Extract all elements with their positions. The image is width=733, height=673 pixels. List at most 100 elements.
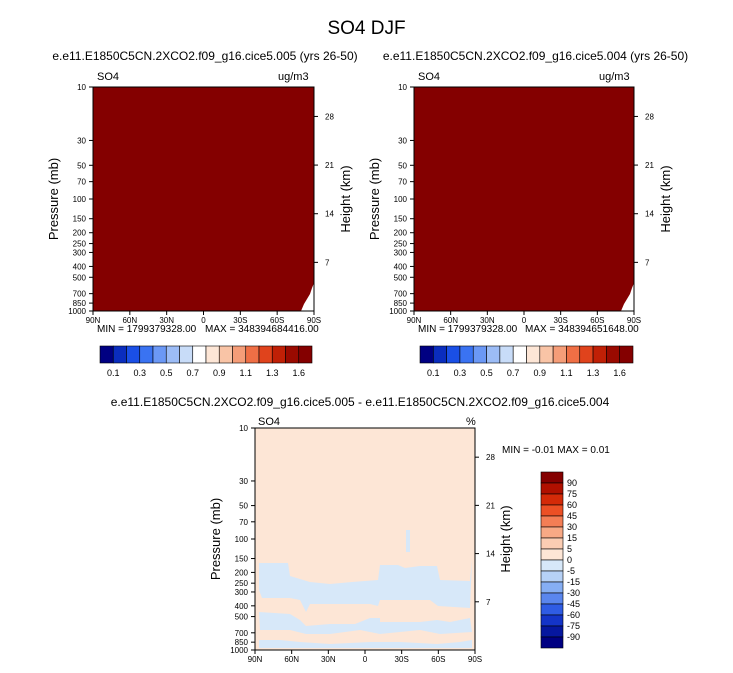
colorbar-swatch	[205, 345, 220, 364]
panel2-ylabel: Pressure (mb)	[367, 158, 382, 240]
colorbar-label: 1.3	[266, 368, 279, 378]
panel2-max-text: MAX = 348394651648.00	[525, 324, 639, 335]
panel1-ylabel-right: Height (km)	[338, 165, 353, 232]
x-tick-label: 60S	[590, 316, 604, 325]
panel2-missing-data-corner	[621, 283, 634, 311]
colorbar-swatch	[152, 345, 167, 364]
y-tick-label: 300	[235, 588, 249, 597]
colorbar-label: 0.7	[186, 368, 199, 378]
colorbar-swatch	[446, 345, 461, 364]
height-tick-label: 7	[486, 598, 491, 607]
colorbar-swatch	[271, 345, 286, 364]
diff-variable-label: SO4	[258, 416, 281, 428]
colorbar-label: 0.3	[133, 368, 146, 378]
y-tick-label: 200	[235, 568, 249, 577]
y-tick-label: 400	[73, 262, 87, 271]
colorbar-swatch	[606, 345, 620, 364]
panel1-max-text: MAX = 348394684416.00	[205, 324, 319, 335]
colorbar-swatch	[540, 471, 564, 484]
colorbar-label: 1.6	[292, 368, 305, 378]
colorbar-swatch	[258, 345, 273, 364]
y-tick-label: 100	[394, 195, 408, 204]
colorbar-label: 1.1	[239, 368, 252, 378]
panel1-ylabel: Pressure (mb)	[46, 158, 61, 240]
diff-minmax-text: MIN = -0.01 MAX = 0.01	[502, 445, 610, 456]
colorbar-swatch	[218, 345, 233, 364]
y-tick-label: 500	[73, 273, 87, 282]
x-tick-label: 30S	[554, 316, 568, 325]
colorbar-swatch	[540, 603, 564, 616]
y-tick-label: 1000	[230, 646, 248, 655]
y-tick-label: 70	[77, 178, 86, 187]
colorbar-label: 15	[567, 533, 577, 543]
colorbar-label: 30	[567, 522, 577, 532]
panel2-axes: 1030507010015020025030040050070085010009…	[389, 83, 654, 325]
colorbar-swatch	[139, 345, 154, 364]
colorbar-label: 90	[567, 478, 577, 488]
colorbar-label: -5	[567, 566, 575, 576]
colorbar-label: 0.9	[213, 368, 226, 378]
x-tick-label: 90N	[407, 316, 422, 325]
colorbar-swatch	[499, 345, 514, 364]
colorbar-label: 1.6	[613, 368, 626, 378]
height-tick-label: 21	[325, 161, 334, 170]
colorbar-swatch	[540, 548, 564, 561]
colorbar-swatch	[540, 493, 564, 506]
y-tick-label: 300	[73, 248, 87, 257]
diff-ylabel-right: Height (km)	[498, 505, 513, 572]
colorbar-swatch	[540, 526, 564, 539]
height-tick-label: 28	[325, 112, 334, 121]
height-tick-label: 28	[645, 112, 654, 121]
colorbar-swatch	[419, 345, 434, 364]
colorbar-label: 75	[567, 489, 577, 499]
colorbar-swatch	[433, 345, 447, 364]
diff-negative-regions	[259, 530, 472, 648]
x-tick-label: 60S	[431, 655, 445, 664]
y-tick-label: 200	[394, 229, 408, 238]
colorbar-swatch	[472, 345, 487, 364]
x-tick-label: 0	[522, 316, 527, 325]
diff-units-label: %	[466, 416, 476, 428]
colorbar-swatch	[540, 570, 564, 583]
colorbar-swatch	[526, 345, 541, 364]
y-tick-label: 50	[77, 161, 86, 170]
colorbar-label: -45	[567, 599, 580, 609]
y-tick-label: 400	[394, 262, 408, 271]
colorbar-label: 0.1	[427, 368, 440, 378]
x-tick-label: 90S	[627, 316, 641, 325]
colorbar-swatch	[192, 345, 207, 364]
x-tick-label: 60S	[270, 316, 284, 325]
y-tick-label: 30	[77, 136, 86, 145]
colorbar-label: 60	[567, 500, 577, 510]
x-tick-label: 60N	[443, 316, 458, 325]
y-tick-label: 700	[394, 290, 408, 299]
y-tick-label: 500	[394, 273, 408, 282]
diff-axes: 1030507010015020025030040050070085010009…	[230, 424, 495, 664]
panel1-missing-data-corner	[301, 283, 314, 311]
y-tick-label: 850	[235, 638, 249, 647]
panel1-units-label: ug/m3	[278, 71, 309, 83]
panel1-colorbar: 0.1 0.3 0.5 0.7 0.9 1.1 1.3 1.6	[99, 345, 313, 378]
panel2-colorbar: 0.1 0.3 0.5 0.7 0.9 1.1 1.3 1.6	[419, 345, 634, 378]
diff-subtitle: e.e11.E1850C5CN.2XCO2.f09_g16.cice5.005 …	[110, 395, 610, 409]
panel1-field-fill	[93, 87, 314, 311]
colorbar-swatch	[179, 345, 194, 364]
colorbar-swatch	[540, 614, 564, 627]
colorbar-swatch	[540, 559, 564, 572]
colorbar-swatch	[540, 504, 564, 517]
colorbar-swatch	[459, 345, 474, 364]
colorbar-swatch	[540, 482, 564, 495]
y-tick-label: 200	[73, 229, 87, 238]
colorbar-label: -30	[567, 588, 580, 598]
y-tick-label: 250	[73, 240, 87, 249]
colorbar-swatch	[579, 345, 594, 364]
colorbar-swatch	[540, 537, 564, 550]
colorbar-swatch	[486, 345, 501, 364]
x-tick-label: 0	[363, 655, 368, 664]
x-tick-label: 90N	[248, 655, 263, 664]
colorbar-swatch	[112, 345, 127, 364]
y-tick-label: 100	[73, 195, 87, 204]
y-tick-label: 30	[398, 136, 407, 145]
x-tick-label: 90S	[468, 655, 482, 664]
diff-ylabel: Pressure (mb)	[208, 498, 223, 580]
